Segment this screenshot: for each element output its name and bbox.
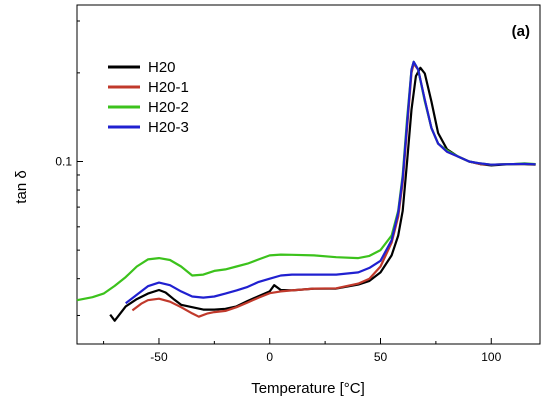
legend-label: H20-3 [148,119,189,136]
legend-label: H20-1 [148,79,189,96]
series-layer [76,60,536,322]
legend: H20 H20-1 H20-2 H20-3 [108,59,189,136]
x-tick-label: 50 [374,350,388,364]
ticks-layer: -50 0 50 100 0.1 [55,20,502,364]
x-tick-label: 0 [266,350,273,364]
x-tick-label: 100 [481,350,501,364]
series-line-h20-1 [131,62,536,318]
x-tick-label: -50 [150,350,168,364]
series-line-h20-3 [125,60,536,305]
x-axis-title: Temperature [°C] [251,380,365,397]
legend-label: H20-2 [148,99,189,116]
panel-label: (a) [512,23,530,40]
y-tick-label: 0.1 [55,154,72,168]
series-line-h20-2 [76,60,536,302]
y-axis-title: tan δ [13,170,30,203]
legend-label: H20 [148,59,176,76]
